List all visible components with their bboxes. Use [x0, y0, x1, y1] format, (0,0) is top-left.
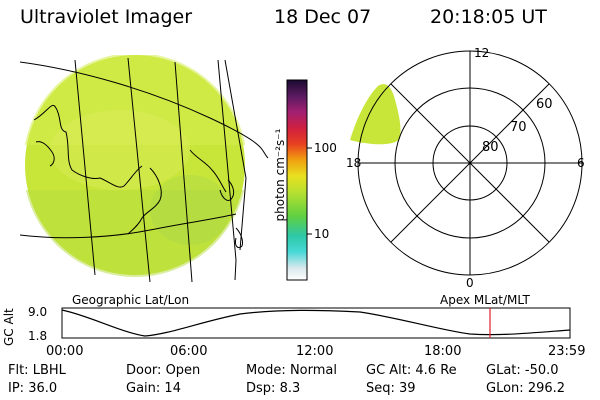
status-filter: Flt: LBHL [8, 363, 66, 378]
altitude-curve [61, 309, 571, 337]
status-seq: Seq: 39 [366, 381, 416, 396]
polar-mlt-18: 18 [346, 156, 362, 170]
status-ip: IP: 36.0 [8, 381, 58, 396]
polar-emission-patch [350, 84, 401, 145]
altitude-axis-label: GC Alt [2, 308, 16, 346]
polar-lat-80: 80 [482, 140, 499, 155]
status-gain: Gain: 14 [126, 381, 181, 396]
polar-mlt-6: 6 [577, 156, 585, 170]
time-tick-0: 00:00 [46, 344, 84, 359]
time-tick-3: 18:00 [424, 344, 462, 359]
colorbar-label-10: 10 [314, 227, 330, 241]
colorbar-unit-label: photon cm⁻²s⁻¹ [273, 128, 287, 222]
altitude-ymin: 1.8 [28, 329, 48, 343]
left-panel-caption: Geographic Lat/Lon [72, 293, 190, 307]
app-title: Ultraviolet Imager [20, 6, 193, 28]
status-gc-alt: GC Alt: 4.6 Re [366, 363, 457, 378]
altitude-ymax: 9.0 [28, 305, 48, 319]
colorbar [286, 79, 308, 281]
polar-mlt-0: 0 [466, 276, 474, 290]
coastline-overlay [19, 57, 269, 283]
altitude-plot [61, 307, 571, 339]
polar-lat-60: 60 [536, 97, 553, 112]
status-glon: GLon: 296.2 [486, 381, 566, 396]
polar-mlt-12: 12 [474, 46, 490, 60]
polar-lat-70: 70 [510, 120, 527, 135]
time-readout: 20:18:05 UT [430, 6, 547, 28]
altitude-plot-frame [61, 307, 571, 339]
colorbar-label-100: 100 [314, 141, 337, 155]
uv-image-geographic [19, 55, 269, 283]
status-door: Door: Open [126, 363, 201, 378]
status-glat: GLat: -50.0 [486, 363, 559, 378]
time-tick-4: 23:59 [548, 344, 586, 359]
status-dsp: Dsp: 8.3 [246, 381, 301, 396]
time-tick-1: 06:00 [170, 344, 208, 359]
time-tick-2: 12:00 [296, 344, 334, 359]
status-mode: Mode: Normal [246, 363, 337, 378]
date-readout: 18 Dec 07 [274, 6, 372, 28]
polar-plot [350, 50, 583, 276]
right-panel-caption: Apex MLat/MLT [440, 293, 530, 307]
polar-diagonal-2 [390, 83, 550, 243]
